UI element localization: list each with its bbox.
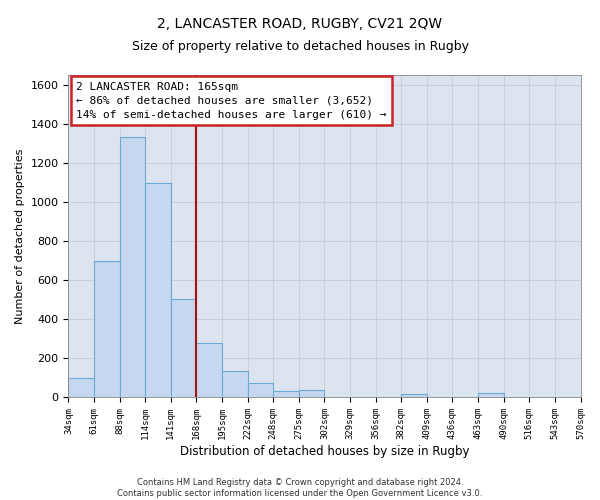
- Bar: [119, 138, 145, 397]
- Bar: [248, 384, 273, 397]
- Bar: [68, 378, 94, 397]
- Bar: [299, 390, 325, 397]
- Bar: [196, 344, 222, 397]
- Text: Contains HM Land Registry data © Crown copyright and database right 2024.
Contai: Contains HM Land Registry data © Crown c…: [118, 478, 482, 498]
- Bar: [145, 184, 171, 397]
- X-axis label: Distribution of detached houses by size in Rugby: Distribution of detached houses by size …: [180, 444, 469, 458]
- Bar: [401, 394, 427, 397]
- Bar: [478, 393, 503, 397]
- Text: 2, LANCASTER ROAD, RUGBY, CV21 2QW: 2, LANCASTER ROAD, RUGBY, CV21 2QW: [157, 18, 443, 32]
- Bar: [273, 390, 299, 397]
- Text: 2 LANCASTER ROAD: 165sqm
← 86% of detached houses are smaller (3,652)
14% of sem: 2 LANCASTER ROAD: 165sqm ← 86% of detach…: [76, 82, 386, 120]
- Bar: [171, 300, 196, 397]
- Y-axis label: Number of detached properties: Number of detached properties: [15, 148, 25, 324]
- Bar: [222, 370, 248, 397]
- Bar: [94, 262, 119, 397]
- Text: Size of property relative to detached houses in Rugby: Size of property relative to detached ho…: [131, 40, 469, 53]
